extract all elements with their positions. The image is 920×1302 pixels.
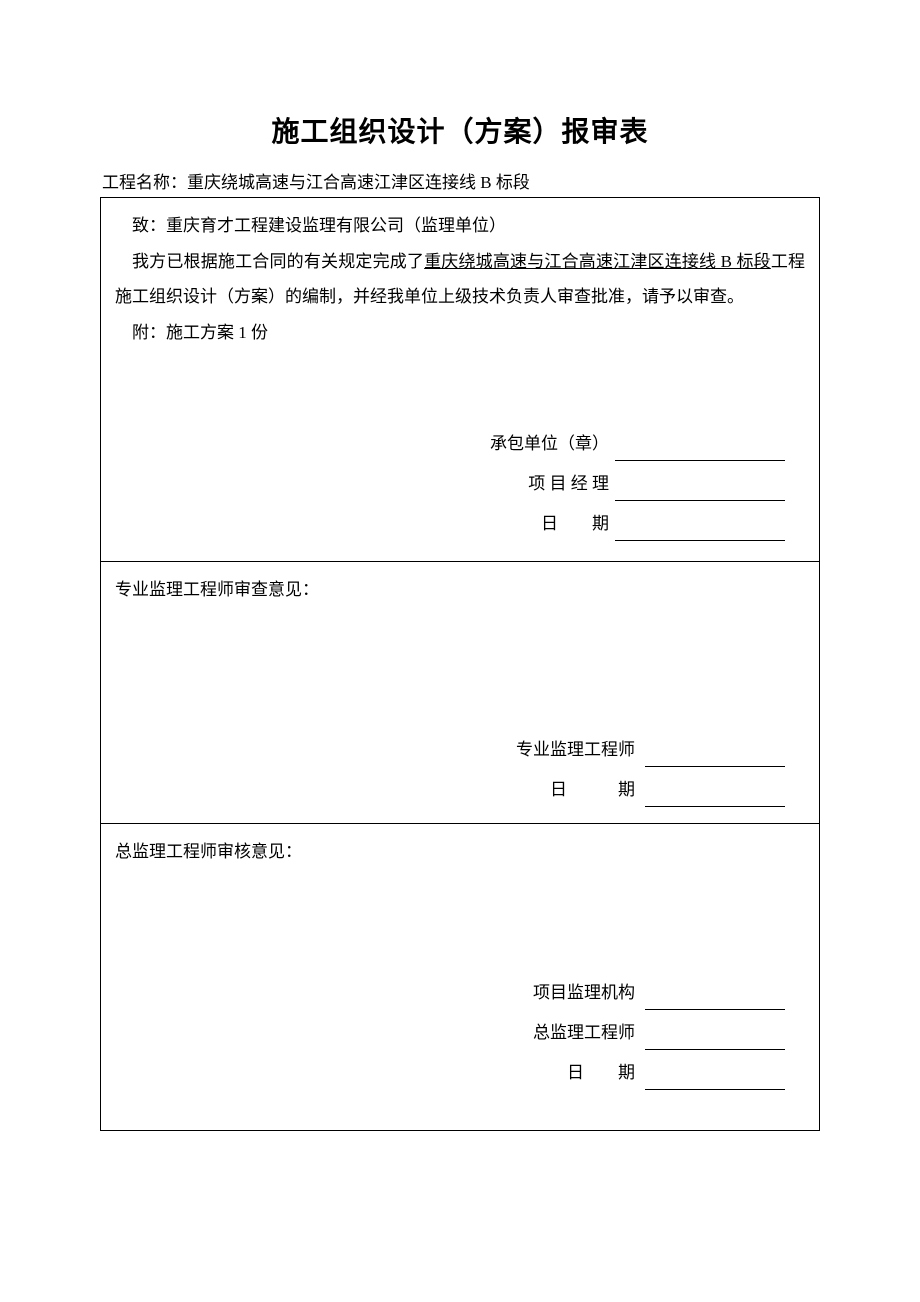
engineer-signatures: 专业监理工程师 日 期 (115, 733, 805, 807)
project-name-line: 工程名称：重庆绕城高速与江合高速江津区连接线 B 标段 (100, 168, 820, 193)
spacer (115, 351, 805, 421)
sig-date3: 日 期 (115, 1056, 785, 1090)
spacer (115, 870, 805, 970)
sig-date2-blank[interactable] (645, 789, 785, 807)
section-engineer: 专业监理工程师审查意见： 专业监理工程师 日 期 (101, 562, 819, 825)
project-name-value: 重庆绕城高速与江合高速江津区连接线 B 标段 (187, 173, 530, 192)
body-underline: 重庆绕城高速与江合高速江津区连接线 B 标段 (424, 252, 771, 271)
project-label: 工程名称： (102, 173, 187, 192)
sig-org-blank[interactable] (645, 992, 785, 1010)
sig-contractor-blank[interactable] (615, 443, 785, 461)
spacer (115, 607, 805, 727)
sig-contractor-label: 承包单位（章） (490, 434, 609, 453)
salutation: 致：重庆育才工程建设监理有限公司（监理单位） (115, 208, 805, 244)
chief-signatures: 项目监理机构 总监理工程师 日 期 (115, 976, 805, 1090)
section-chief: 总监理工程师审核意见： 项目监理机构 总监理工程师 日 期 (101, 824, 819, 1130)
sig-date1-label: 日 期 (541, 514, 609, 533)
sig-chief: 总监理工程师 (115, 1016, 785, 1050)
form-container: 致：重庆育才工程建设监理有限公司（监理单位） 我方已根据施工合同的有关规定完成了… (100, 197, 820, 1131)
sig-date1: 日 期 (115, 507, 785, 541)
attachment-line: 附：施工方案 1 份 (115, 315, 805, 351)
contractor-signatures: 承包单位（章） 项 目 经 理 日 期 (115, 427, 805, 541)
sig-manager-blank[interactable] (615, 483, 785, 501)
sig-date3-label: 日 期 (567, 1063, 635, 1082)
body-paragraph: 我方已根据施工合同的有关规定完成了重庆绕城高速与江合高速江津区连接线 B 标段工… (115, 244, 805, 315)
spacer (115, 1090, 805, 1120)
sig-org-label: 项目监理机构 (533, 983, 635, 1002)
section-contractor: 致：重庆育才工程建设监理有限公司（监理单位） 我方已根据施工合同的有关规定完成了… (101, 198, 819, 562)
sig-manager-label: 项 目 经 理 (528, 474, 609, 493)
sig-manager: 项 目 经 理 (115, 467, 785, 501)
sig-chief-label: 总监理工程师 (533, 1023, 635, 1042)
form-title: 施工组织设计（方案）报审表 (100, 110, 820, 150)
engineer-heading: 专业监理工程师审查意见： (115, 572, 805, 608)
sig-org: 项目监理机构 (115, 976, 785, 1010)
chief-heading: 总监理工程师审核意见： (115, 834, 805, 870)
sig-engineer-label: 专业监理工程师 (516, 740, 635, 759)
sig-date3-blank[interactable] (645, 1072, 785, 1090)
sig-date2-label: 日 期 (550, 780, 635, 799)
body-prefix: 我方已根据施工合同的有关规定完成了 (132, 252, 424, 271)
sig-date2: 日 期 (115, 773, 785, 807)
sig-engineer-blank[interactable] (645, 749, 785, 767)
sig-chief-blank[interactable] (645, 1032, 785, 1050)
sig-date1-blank[interactable] (615, 523, 785, 541)
sig-contractor: 承包单位（章） (115, 427, 785, 461)
sig-engineer: 专业监理工程师 (115, 733, 785, 767)
